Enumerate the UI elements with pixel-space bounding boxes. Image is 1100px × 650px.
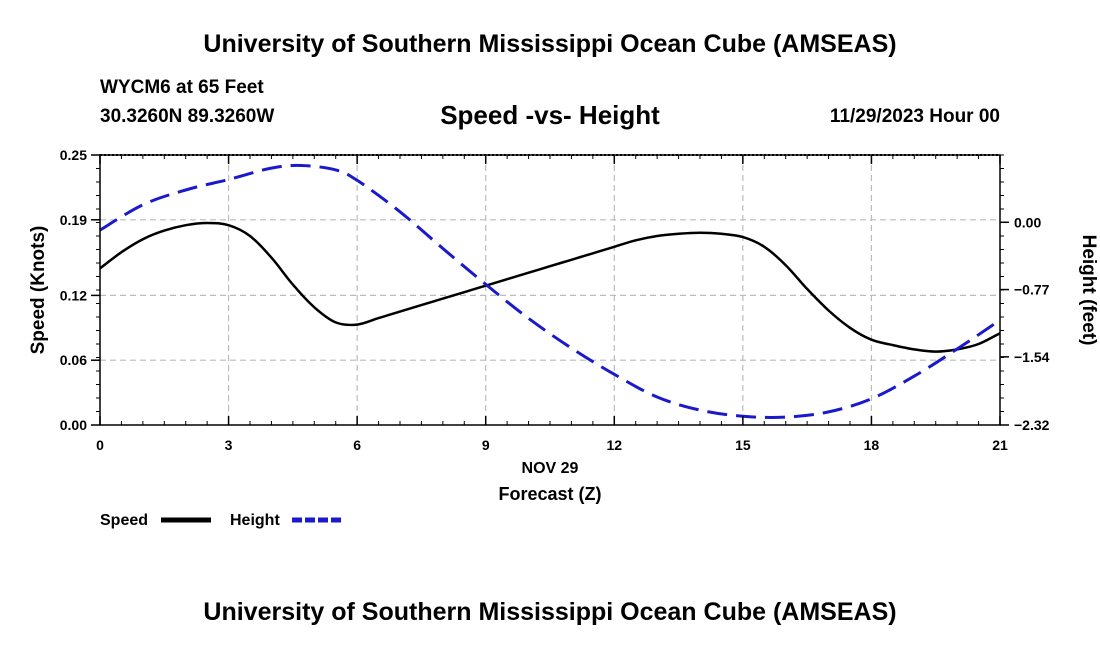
grid-layer [100,155,1000,425]
y-tick-label: 0.19 [60,212,87,228]
y-axis-title: Speed (Knots) [28,226,49,355]
y-tick-label: 0.06 [60,352,87,368]
y2-tick-label: −1.54 [1014,349,1050,365]
y2-tick-label: −0.77 [1014,282,1050,298]
y2-tick-label: −2.32 [1014,417,1050,433]
height-series-line [99,163,1001,419]
y2-axis-title: Height (feet) [1078,235,1099,346]
legend-height-label: Height [230,512,280,529]
legend-speed-label: Speed [100,512,148,529]
y-tick-label: 0.12 [60,287,87,303]
x-axis-date-label: NOV 29 [522,460,579,477]
legend: Speed Height [100,512,342,529]
x-tick-label: 6 [353,437,361,453]
y2-tick-label: 0.00 [1014,214,1041,230]
x-tick-label: 0 [96,437,104,453]
x-tick-label: 15 [735,437,751,453]
y-tick-label: 0.25 [60,147,87,163]
chart-title: University of Southern Mississippi Ocean… [203,30,897,58]
axis-layer: 0 3 6 9 12 15 18 21 0.00 0.06 0.12 0.19 0.25 −2.32 −1.… [60,147,1050,453]
chart-subtitle: Speed -vs- Height [440,100,660,130]
series-layer [99,163,1001,419]
x-tick-label: 18 [864,437,880,453]
x-tick-label: 3 [225,437,233,453]
speed-series-line [99,221,1001,353]
x-tick-label: 12 [606,437,622,453]
plot-frame [99,154,1001,426]
forecast-datetime: 11/29/2023 Hour 00 [829,106,1000,127]
x-axis-title: Forecast (Z) [498,484,601,504]
x-tick-label: 9 [482,437,490,453]
y-tick-label: 0.00 [60,417,87,433]
x-tick-label: 21 [992,437,1008,453]
coordinates-label: 30.3260N 89.3260W [100,106,275,127]
station-label: WYCM6 at 65 Feet [100,77,264,98]
footer-title: University of Southern Mississippi Ocean… [203,598,897,626]
